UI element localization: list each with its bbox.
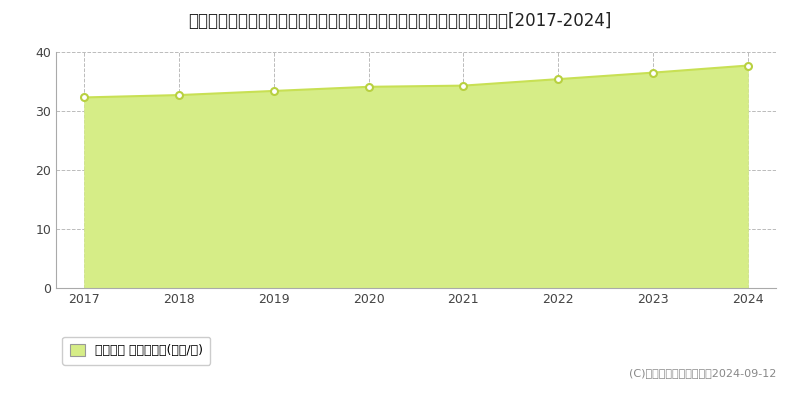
Text: (C)土地価格ドットコム　2024-09-12: (C)土地価格ドットコム 2024-09-12 — [629, 368, 776, 378]
Text: 新潟県新潟市中央区弁天橋通３丁目８５６番１外　地価公示　地価推移[2017-2024]: 新潟県新潟市中央区弁天橋通３丁目８５６番１外 地価公示 地価推移[2017-20… — [188, 12, 612, 30]
Legend: 地価公示 平均坪単価(万円/坪): 地価公示 平均坪単価(万円/坪) — [62, 337, 210, 365]
